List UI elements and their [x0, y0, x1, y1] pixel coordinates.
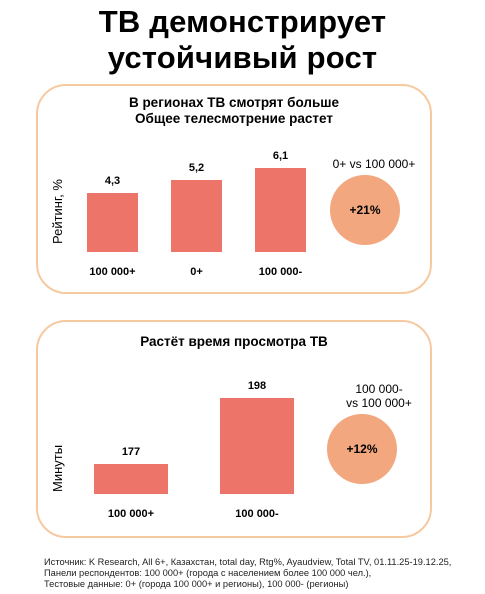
rating-panel: В регионах ТВ смотрят больше Общее телес… [36, 84, 432, 294]
footnote-line-1: Источник: K Research, All 6+, Казахстан,… [44, 557, 452, 567]
minutes-y-axis-label: Минуты [50, 444, 65, 492]
page-title-line-2: устойчивый рост [107, 40, 378, 75]
minutes-value-label: 198 [247, 380, 267, 392]
minutes-bar [94, 464, 168, 494]
minutes-growth-value: +12% [346, 442, 378, 456]
source-footnote: Источник: K Research, All 6+, Казахстан,… [44, 557, 474, 590]
minutes-comparison-line-1: 100 000- [355, 382, 403, 396]
rating-category-label: 100 000- [258, 266, 303, 278]
rating-bar [171, 180, 222, 252]
minutes-category-label: 100 000+ [107, 508, 155, 520]
viewing-time-panel: Растёт время просмотра ТВ Минуты 100 000… [36, 320, 432, 538]
rating-growth-value: +21% [349, 203, 381, 217]
rating-value-label: 6,1 [272, 150, 289, 162]
rating-bar [255, 168, 306, 252]
viewing-time-panel-title: Растёт время просмотра ТВ [140, 334, 328, 349]
footnote-line-2: Панели респондентов: 100 000+ (города с … [44, 568, 372, 578]
minutes-comparison-label: 100 000- vs 100 000+ [323, 382, 435, 410]
minutes-value-label: 177 [121, 446, 141, 458]
rating-panel-title-line-1: В регионах ТВ смотрят больше [128, 95, 340, 110]
rating-panel-title-line-2: Общее телесмотрение растет [135, 111, 333, 126]
rating-value-label: 5,2 [188, 162, 205, 175]
footnote-line-3: Тестовые данные: 0+ (города 100 000+ и р… [44, 579, 349, 589]
minutes-growth-badge: +12% [327, 414, 397, 484]
page-title: ТВ демонстрирует устойчивый рост [0, 4, 485, 76]
page-title-line-1: ТВ демонстрирует [98, 4, 387, 39]
rating-panel-title: В регионах ТВ смотрят больше Общее телес… [38, 95, 430, 127]
rating-comparison-label: 0+ vs 100 000+ [332, 157, 416, 171]
rating-y-axis-label: Рейтинг, % [50, 179, 65, 244]
rating-value-label: 4,3 [104, 174, 121, 187]
rating-bar [87, 192, 138, 252]
minutes-category-label: 100 000- [235, 508, 279, 520]
minutes-bar [220, 398, 294, 494]
rating-category-label: 0+ [190, 266, 203, 278]
rating-growth-badge: +21% [330, 175, 400, 245]
rating-category-label: 100 000+ [89, 266, 136, 278]
minutes-comparison-line-2: vs 100 000+ [346, 396, 412, 410]
